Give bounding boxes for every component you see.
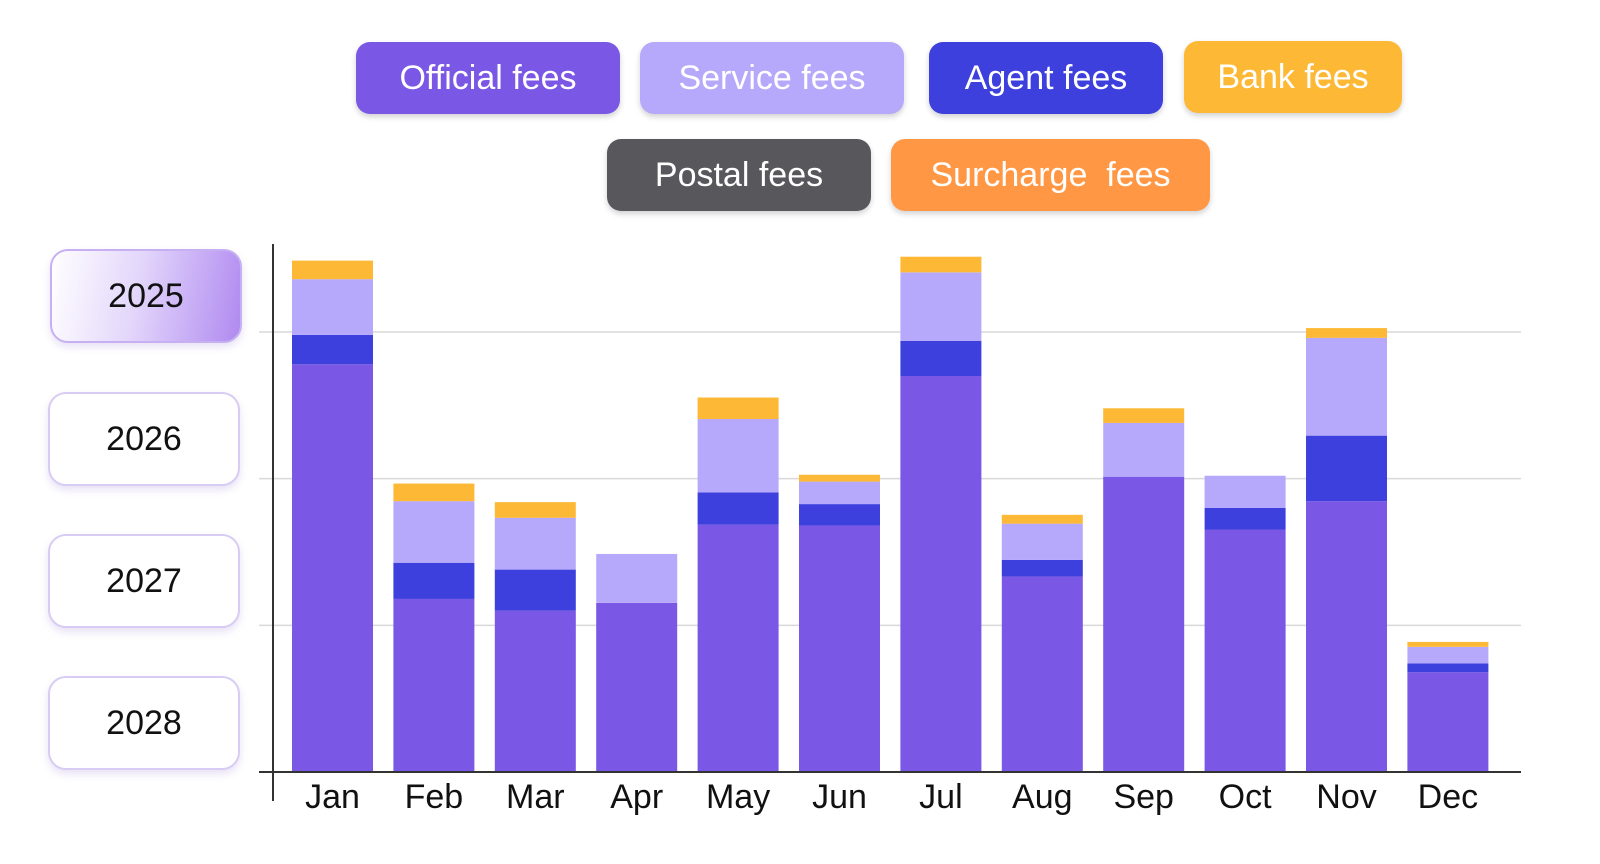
bar-jun-official-fees[interactable] xyxy=(799,525,880,772)
year-button-2027[interactable]: 2027 xyxy=(48,534,240,628)
bars xyxy=(292,256,1489,772)
bar-aug-service-fees[interactable] xyxy=(1001,523,1083,560)
x-tick-label-jan: Jan xyxy=(305,778,360,816)
legend-label: Official fees xyxy=(399,58,577,97)
bar-jul-official-fees[interactable] xyxy=(900,376,982,772)
bar-dec-bank-fees[interactable] xyxy=(1407,641,1489,647)
bar-dec-agent-fees[interactable] xyxy=(1407,663,1489,673)
bar-mar-service-fees[interactable] xyxy=(494,517,576,570)
year-label: 2028 xyxy=(106,703,182,742)
x-tick-label-may: May xyxy=(706,778,770,816)
bar-sep-official-fees[interactable] xyxy=(1103,476,1185,772)
bar-nov-bank-fees[interactable] xyxy=(1306,328,1387,338)
x-tick-label-mar: Mar xyxy=(506,778,565,816)
bar-jan-service-fees[interactable] xyxy=(292,279,373,335)
year-label: 2027 xyxy=(106,561,182,600)
bar-mar-official-fees[interactable] xyxy=(494,610,576,772)
x-tick-label-sep: Sep xyxy=(1113,778,1174,816)
bar-may-bank-fees[interactable] xyxy=(697,397,779,420)
x-tick-label-jun: Jun xyxy=(812,778,867,816)
year-label: 2025 xyxy=(108,276,184,315)
bar-jul-service-fees[interactable] xyxy=(900,272,982,341)
bar-jun-agent-fees[interactable] xyxy=(799,504,880,526)
legend-label: Service fees xyxy=(678,58,866,97)
bar-feb-agent-fees[interactable] xyxy=(393,562,475,599)
legend-label: Bank fees xyxy=(1217,57,1369,96)
bar-oct-official-fees[interactable] xyxy=(1204,529,1286,772)
x-tick-label-apr: Apr xyxy=(610,778,663,816)
bar-mar-bank-fees[interactable] xyxy=(494,502,576,518)
bar-may-service-fees[interactable] xyxy=(697,419,779,493)
bar-sep-service-fees[interactable] xyxy=(1103,422,1185,477)
bar-apr-service-fees[interactable] xyxy=(596,553,678,603)
axes xyxy=(259,244,1521,801)
x-tick-label-aug: Aug xyxy=(1012,778,1073,816)
bar-dec-official-fees[interactable] xyxy=(1407,672,1489,772)
bar-feb-official-fees[interactable] xyxy=(393,598,475,772)
bar-may-agent-fees[interactable] xyxy=(697,492,779,525)
year-button-2026[interactable]: 2026 xyxy=(48,392,240,486)
x-tick-label-nov: Nov xyxy=(1316,778,1376,816)
legend-label: Agent fees xyxy=(964,58,1128,97)
legend-agent-fees[interactable]: Agent fees xyxy=(929,42,1163,114)
bar-nov-service-fees[interactable] xyxy=(1306,337,1387,436)
year-button-2028[interactable]: 2028 xyxy=(48,676,240,770)
x-tick-label-oct: Oct xyxy=(1219,778,1272,816)
legend-postal-fees[interactable]: Postal fees xyxy=(607,139,871,211)
bar-oct-service-fees[interactable] xyxy=(1204,475,1286,508)
legend-official-fees[interactable]: Official fees xyxy=(356,42,620,114)
bar-jan-official-fees[interactable] xyxy=(292,364,373,772)
legend-surcharge-fees[interactable]: Surcharge fees xyxy=(891,139,1210,211)
bar-aug-bank-fees[interactable] xyxy=(1001,514,1083,524)
bar-nov-official-fees[interactable] xyxy=(1306,501,1387,772)
bar-feb-service-fees[interactable] xyxy=(393,501,475,563)
bar-jan-bank-fees[interactable] xyxy=(292,260,373,280)
bar-jun-bank-fees[interactable] xyxy=(799,474,880,482)
bar-feb-bank-fees[interactable] xyxy=(393,483,475,502)
legend-bank-fees[interactable]: Bank fees xyxy=(1184,41,1402,113)
x-tick-label-dec: Dec xyxy=(1418,778,1478,816)
bar-oct-agent-fees[interactable] xyxy=(1204,508,1286,530)
bar-may-official-fees[interactable] xyxy=(697,524,779,772)
bar-mar-agent-fees[interactable] xyxy=(494,569,576,611)
year-label: 2026 xyxy=(106,419,182,458)
bar-aug-official-fees[interactable] xyxy=(1001,576,1083,772)
bar-jul-agent-fees[interactable] xyxy=(900,340,982,376)
x-tick-label-jul: Jul xyxy=(919,778,962,816)
legend-label: Postal fees xyxy=(654,155,824,194)
bar-apr-official-fees[interactable] xyxy=(596,602,678,772)
x-tick-labels: Jan Feb Mar Apr May Jun Jul Aug Sep Oct Nov Dec xyxy=(305,778,1478,816)
legend-label: Surcharge fees xyxy=(930,155,1171,194)
bar-nov-agent-fees[interactable] xyxy=(1306,435,1387,502)
x-tick-label-feb: Feb xyxy=(405,778,464,816)
legend-service-fees[interactable]: Service fees xyxy=(640,42,904,114)
bar-jul-bank-fees[interactable] xyxy=(900,256,982,273)
bar-jan-agent-fees[interactable] xyxy=(292,334,373,365)
bar-aug-agent-fees[interactable] xyxy=(1001,559,1083,577)
year-button-2025[interactable]: 2025 xyxy=(50,249,242,343)
bar-sep-bank-fees[interactable] xyxy=(1103,408,1185,423)
bar-dec-service-fees[interactable] xyxy=(1407,646,1489,664)
bar-jun-service-fees[interactable] xyxy=(799,481,880,505)
